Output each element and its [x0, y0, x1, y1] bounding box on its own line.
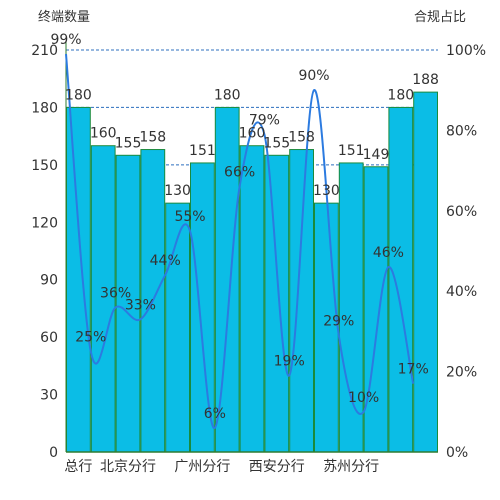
- percent-label: 79%: [249, 112, 280, 128]
- bar: [388, 106, 414, 453]
- bar-value-label: 160: [239, 126, 266, 142]
- percent-label: 29%: [323, 313, 354, 329]
- percent-label: 6%: [204, 406, 226, 422]
- left-tick-label: 0: [49, 445, 58, 461]
- bar: [214, 106, 240, 453]
- category-label: 北京分行: [100, 459, 156, 475]
- percent-label: 33%: [125, 297, 156, 313]
- category-label: 总行: [64, 459, 92, 475]
- right-tick-label: 80%: [446, 123, 477, 139]
- data-labels: 1801601551581301511801601551581301511491…: [50, 32, 439, 422]
- bar-value-label: 158: [288, 130, 315, 146]
- percent-label: 66%: [224, 165, 255, 181]
- bar: [363, 166, 389, 453]
- left-tick-label: 150: [31, 158, 58, 174]
- category-label: 苏州分行: [323, 459, 379, 475]
- compliance-line-path: [65, 53, 415, 429]
- percent-label: 55%: [174, 209, 205, 225]
- bar-value-label: 160: [90, 126, 117, 142]
- bar: [289, 149, 315, 453]
- left-tick-label: 30: [40, 388, 58, 404]
- right-tick-label: 40%: [446, 284, 477, 300]
- bars: [66, 91, 439, 453]
- left-tick-label: 60: [40, 330, 58, 346]
- right-tick-label: 20%: [446, 365, 477, 381]
- right-tick-label: 60%: [446, 204, 477, 220]
- bar: [239, 145, 265, 453]
- bar-value-label: 158: [139, 130, 166, 146]
- percent-label: 10%: [348, 390, 379, 406]
- percent-label: 90%: [298, 68, 329, 84]
- bar-value-label: 155: [263, 135, 290, 151]
- compliance-line: [65, 53, 415, 429]
- bar-value-label: 130: [313, 183, 340, 199]
- bar: [338, 162, 364, 453]
- bar: [413, 91, 439, 453]
- right-tick-label: 100%: [446, 43, 486, 59]
- percent-label: 46%: [373, 245, 404, 261]
- bar: [264, 154, 290, 453]
- percent-label: 99%: [50, 32, 81, 48]
- left-tick-label: 120: [31, 215, 58, 231]
- left-axis-title: 终端数量: [38, 9, 90, 25]
- right-axis-title: 合规占比: [414, 10, 466, 25]
- percent-label: 44%: [150, 253, 181, 269]
- bar-value-label: 130: [164, 183, 191, 199]
- percent-label: 19%: [274, 354, 305, 370]
- percent-label: 25%: [75, 330, 106, 346]
- right-tick-label: 0%: [446, 445, 468, 461]
- bar-value-label: 149: [363, 147, 390, 163]
- left-tick-label: 90: [40, 273, 58, 289]
- percent-label: 36%: [100, 285, 131, 301]
- left-tick-label: 210: [31, 43, 58, 59]
- category-label: 西安分行: [249, 459, 305, 475]
- bar-value-label: 180: [214, 87, 241, 103]
- percent-label: 17%: [398, 362, 429, 378]
- bar-value-label: 155: [115, 135, 142, 151]
- bar-value-label: 188: [412, 72, 439, 88]
- bar-value-label: 180: [65, 87, 92, 103]
- bar-value-label: 151: [338, 143, 365, 159]
- bar-value-label: 151: [189, 143, 216, 159]
- axes: 0 30 60 90 120 150 180 210 0% 20% 40% 60% 80% 100% 总行北…: [31, 42, 486, 475]
- bar-value-label: 180: [387, 87, 414, 103]
- category-label: 广州分行: [174, 459, 230, 475]
- left-tick-label: 180: [31, 100, 58, 116]
- bar: [66, 106, 91, 453]
